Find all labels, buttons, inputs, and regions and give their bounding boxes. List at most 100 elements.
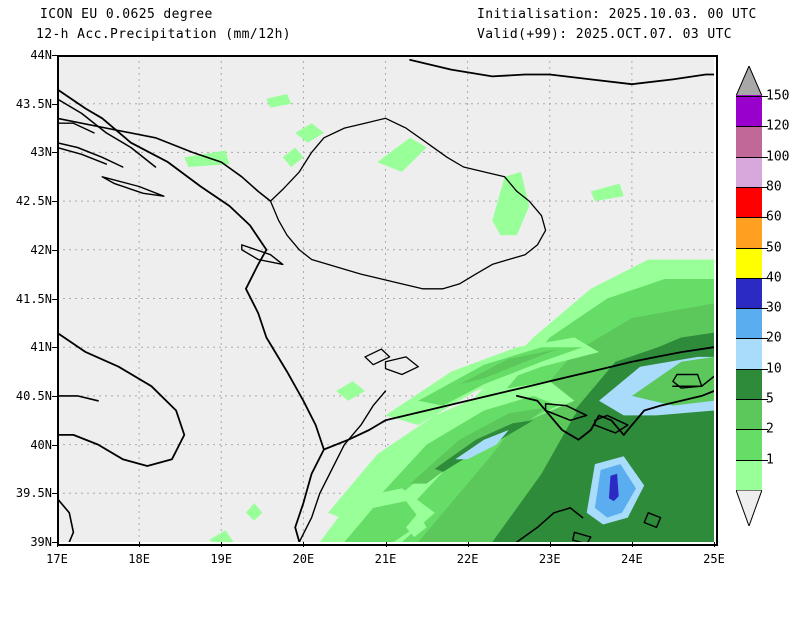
- precip-band-2-5: [344, 501, 423, 542]
- latitude-tick-label: 41N: [30, 340, 52, 355]
- latitude-tick-label: 44N: [30, 48, 52, 62]
- latitude-tick-mark: [52, 152, 57, 154]
- latitude-tick-label: 43N: [30, 145, 52, 160]
- coastline: [57, 122, 95, 134]
- colorbar-band: [736, 307, 762, 339]
- latitude-tick-mark: [52, 542, 57, 543]
- colorbar-label: 100: [766, 149, 790, 165]
- coastline: [516, 507, 584, 542]
- colorbar-divider: [736, 277, 762, 279]
- colorbar-label: 40: [766, 270, 782, 286]
- colorbar-tick: [762, 126, 768, 128]
- precip-patch-light: [208, 530, 234, 542]
- coastline: [544, 402, 588, 422]
- colorbar-band: [736, 125, 762, 157]
- colorbar-tick: [762, 277, 768, 279]
- colorbar-divider: [736, 156, 762, 158]
- colorbar-label: 2: [766, 421, 774, 437]
- longitude-tick-mark: [221, 542, 223, 547]
- colorbar-tick: [762, 368, 768, 370]
- latitude-tick-label: 42.5N: [15, 194, 52, 209]
- latitude-tick-label: 40N: [30, 437, 52, 452]
- precip-patch-light: [184, 150, 230, 167]
- longitude-tick-mark: [139, 542, 141, 547]
- colorbar[interactable]: 1 2 5 10 20 30 40 50 60 80 100 120 150: [736, 89, 789, 490]
- coastline: [57, 141, 124, 168]
- colorbar-divider: [736, 96, 762, 97]
- colorbar-band: [736, 216, 762, 248]
- precip-band-5-10: [459, 349, 558, 385]
- precip-patch-light: [282, 147, 304, 167]
- colorbar-band: [736, 246, 762, 278]
- latitude-tick-label: 40.5N: [15, 388, 52, 403]
- latitude-tick-mark: [52, 444, 57, 446]
- latitude-tick-label: 39N: [30, 535, 52, 549]
- coastline: [57, 331, 186, 467]
- latitude-tick-mark: [52, 395, 57, 397]
- colorbar-tick: [762, 186, 768, 188]
- coastline: [672, 373, 703, 389]
- initialisation-label: Initialisation: 2025.10.03. 00 UTC: [477, 7, 757, 22]
- latitude-tick-label: 42N: [30, 242, 52, 257]
- colorbar-band: [736, 428, 762, 460]
- colorbar-tick: [762, 459, 768, 461]
- field-title: 12-h Acc.Precipitation (mm/12h): [36, 27, 292, 42]
- colorbar-tick: [762, 156, 768, 158]
- longitude-tick-label: 17E: [46, 552, 68, 566]
- colorbar-divider: [736, 368, 762, 370]
- latitude-axis: 39N 39.5N 40N 40.5N 41N 41.5N 42N 42.5N 43N 43.5N…: [0, 48, 57, 549]
- colorbar-band: [736, 459, 762, 490]
- colorbar-band: [736, 337, 762, 369]
- latitude-tick-mark: [52, 201, 57, 203]
- coastline: [57, 497, 75, 542]
- precip-patch-light: [295, 123, 324, 143]
- colorbar-label: 30: [766, 300, 782, 316]
- coastline: [515, 390, 714, 441]
- colorbar-tick: [762, 308, 768, 310]
- coastline: [241, 244, 284, 266]
- precip-max-core-40-50: [608, 473, 619, 502]
- longitude-tick-label: 20E: [292, 552, 315, 566]
- colorbar-above-max-arrow: [736, 66, 762, 96]
- longitude-tick-label: 24E: [621, 552, 643, 566]
- precip-patch-light: [336, 381, 365, 401]
- longitude-tick-mark: [303, 542, 305, 547]
- coastline: [643, 512, 662, 529]
- colorbar-label: 150: [766, 88, 790, 104]
- latitude-tick-mark: [52, 298, 57, 300]
- colorbar-divider: [736, 186, 762, 188]
- colorbar-label: 10: [766, 361, 782, 377]
- coastline: [57, 98, 157, 168]
- precip-patch-light: [266, 94, 292, 108]
- coastline: [322, 346, 714, 451]
- colorbar-tick: [762, 399, 768, 401]
- colorbar-tick: [762, 429, 768, 431]
- coastline: [594, 414, 629, 434]
- colorbar-tick: [762, 96, 768, 97]
- latitude-tick-mark: [52, 493, 57, 495]
- coastline: [364, 348, 391, 366]
- coastline: [101, 176, 165, 197]
- colorbar-label: 5: [766, 391, 774, 407]
- valid-time-label: Valid(+99): 2025.OCT.07. 03 UTC: [477, 27, 733, 42]
- longitude-tick-mark: [631, 542, 633, 547]
- latitude-tick-mark: [52, 55, 57, 56]
- precip-patch-light: [492, 171, 530, 236]
- colorbar-band: [736, 186, 762, 218]
- colorbar-divider: [736, 308, 762, 310]
- precip-patch-light: [590, 183, 624, 202]
- map-plot-area[interactable]: [57, 55, 714, 542]
- colorbar-divider: [736, 399, 762, 401]
- colorbar-label: 80: [766, 179, 782, 195]
- colorbar-tick: [762, 217, 768, 219]
- colorbar-tick: [762, 338, 768, 340]
- longitude-tick-mark: [549, 542, 551, 547]
- longitude-tick-mark: [714, 542, 715, 547]
- colorbar-band: [736, 368, 762, 400]
- longitude-tick-label: 25E: [703, 552, 725, 566]
- colorbar-band: [736, 155, 762, 187]
- colorbar-label: 1: [766, 452, 774, 468]
- coastline: [269, 117, 547, 290]
- colorbar-below-min-arrow: [736, 490, 762, 526]
- coastline: [409, 59, 551, 78]
